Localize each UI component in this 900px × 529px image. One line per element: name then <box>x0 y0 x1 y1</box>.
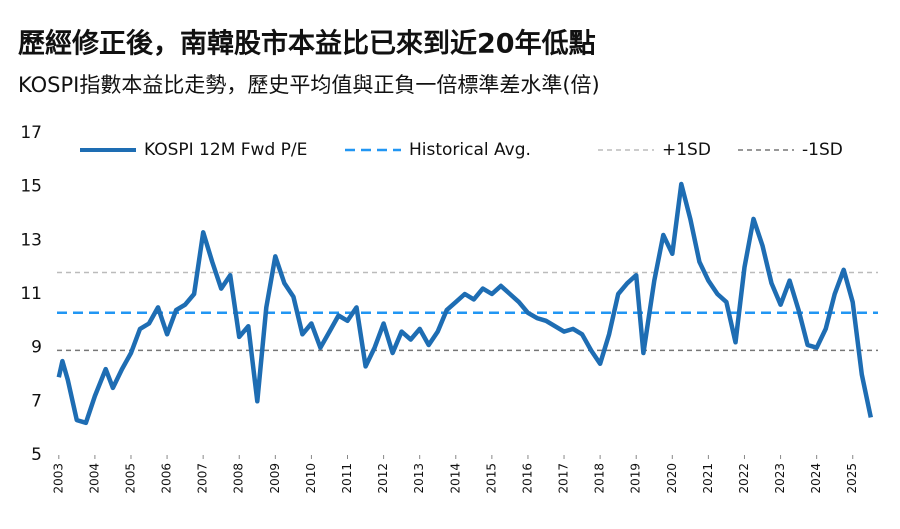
x-tick-label: 2024 <box>809 463 823 494</box>
x-tick-label: 2009 <box>268 463 282 494</box>
y-tick-label: 7 <box>31 391 42 411</box>
x-tick-label: 2006 <box>160 463 174 494</box>
x-tick-label: 2025 <box>845 463 859 494</box>
x-tick-label: 2011 <box>340 463 354 494</box>
legend-label: -1SD <box>802 140 843 160</box>
x-tick-label: 2018 <box>593 463 607 494</box>
chart-title: 歷經修正後，南韓股市本益比已來到近20年低點 <box>18 28 596 60</box>
x-tick-label: 2019 <box>629 463 643 494</box>
x-tick-label: 2015 <box>484 463 498 494</box>
legend-label: Historical Avg. <box>409 140 531 160</box>
x-tick-label: 2008 <box>232 463 246 494</box>
y-tick-label: 9 <box>31 338 42 358</box>
x-tick-label: 2022 <box>737 463 751 494</box>
legend-label: +1SD <box>662 140 711 160</box>
series-line <box>56 181 874 426</box>
x-tick-label: 2005 <box>123 463 137 494</box>
y-tick-label: 11 <box>20 284 42 304</box>
legend-label: KOSPI 12M Fwd P/E <box>144 140 307 160</box>
y-tick-label: 13 <box>20 230 42 250</box>
x-tick-label: 2004 <box>87 463 101 494</box>
x-tick-label: 2016 <box>520 463 534 494</box>
x-tick-label: 2023 <box>773 463 787 494</box>
y-tick-label: 5 <box>31 445 42 465</box>
x-tick-label: 2020 <box>665 463 679 494</box>
x-tick-label: 2003 <box>51 463 65 494</box>
x-tick-label: 2012 <box>376 463 390 494</box>
x-tick-label: 2021 <box>701 463 715 494</box>
x-tick-label: 2007 <box>196 463 210 494</box>
x-tick-label: 2014 <box>448 463 462 494</box>
x-tick-label: 2010 <box>304 463 318 494</box>
y-tick-label: 17 <box>20 123 42 143</box>
chart-subtitle: KOSPI指數本益比走勢，歷史平均值與正負一倍標準差水準(倍) <box>18 73 600 97</box>
x-tick-label: 2013 <box>412 463 426 494</box>
x-tick-label: 2017 <box>557 463 571 494</box>
y-tick-label: 15 <box>20 177 42 197</box>
